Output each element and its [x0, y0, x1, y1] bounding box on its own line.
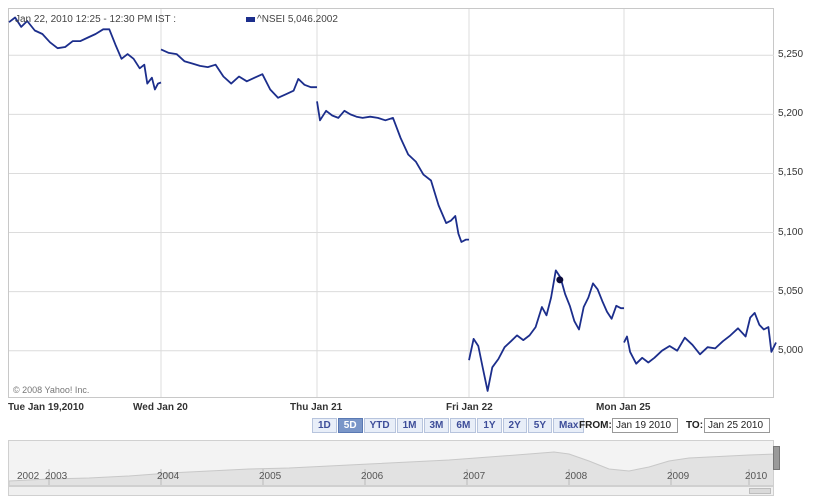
copyright: © 2008 Yahoo! Inc. [13, 385, 90, 395]
line-layer [8, 16, 777, 392]
navigator-year-label: 2004 [157, 471, 180, 482]
navigator-chart [9, 451, 773, 485]
series-line-segment [160, 48, 317, 99]
y-tick-label: 5,250 [778, 49, 804, 61]
navigator-year-label: 2005 [259, 471, 282, 482]
series-line-segment [8, 16, 162, 91]
marker-layer [556, 276, 564, 284]
to-date-input[interactable] [704, 418, 770, 433]
x-tick-label: Thu Jan 21 [290, 402, 343, 413]
x-tick-label: Mon Jan 25 [596, 402, 651, 413]
range-button-5d[interactable]: 5D [337, 418, 363, 433]
range-selector: 1D 5D YTD 1M 3M 6M 1Y 2Y 5Y Max [312, 418, 585, 433]
series-line-segment [468, 269, 624, 392]
price-chart [8, 9, 777, 397]
from-date-input[interactable] [612, 418, 678, 433]
y-tick-label: 5,150 [778, 167, 804, 179]
navigator-handle[interactable] [773, 446, 780, 470]
series-line-segment [316, 101, 469, 243]
from-label: FROM: [579, 420, 612, 431]
x-tick-label: Wed Jan 20 [133, 402, 188, 413]
range-button-6m[interactable]: 6M [450, 418, 477, 433]
chart-frame [8, 8, 774, 398]
range-button-2y[interactable]: 2Y [502, 418, 527, 433]
navigator-year-label: 2002 [17, 471, 40, 482]
range-button-max[interactable]: Max [553, 418, 585, 433]
navigator-year-label: 2007 [463, 471, 486, 482]
navigator-year-label: 2008 [565, 471, 588, 482]
y-tick-label: 5,100 [778, 226, 804, 238]
scrollbar-thumb[interactable] [749, 488, 771, 494]
legend-symbol: ^NSEI [257, 14, 286, 25]
range-button-1y[interactable]: 1Y [477, 418, 502, 433]
y-tick-label: 5,200 [778, 108, 804, 120]
legend-value: 5,046.2002 [287, 14, 338, 25]
navigator-year-label: 2003 [45, 471, 68, 482]
navigator-year-label: 2010 [745, 471, 768, 482]
y-tick-label: 5,050 [778, 285, 804, 297]
series-line-segment [623, 311, 777, 365]
range-button-ytd[interactable]: YTD [363, 418, 396, 433]
to-label: TO: [686, 420, 704, 431]
navigator-strip[interactable]: 2002 2003 2004 2005 2006 2007 2008 2009 2010 [8, 440, 774, 486]
hover-marker [556, 276, 564, 284]
x-tick-label: Tue Jan 19,2010 [8, 402, 84, 413]
range-button-1m[interactable]: 1M [396, 418, 423, 433]
y-tick-label: 5,000 [778, 344, 804, 356]
range-button-5y[interactable]: 5Y [527, 418, 553, 433]
range-button-3m[interactable]: 3M [423, 418, 450, 433]
navigator-scrollbar[interactable] [8, 486, 774, 496]
grid-layer [9, 9, 774, 397]
timestamp-label: Jan 22, 2010 12:25 - 12:30 PM IST : [15, 14, 177, 25]
legend: ^NSEI 5,046.2002 [246, 14, 338, 25]
navigator-area [9, 451, 773, 485]
range-button-1d[interactable]: 1D [312, 418, 337, 433]
legend-swatch-icon [246, 16, 255, 22]
navigator-year-label: 2009 [667, 471, 690, 482]
x-tick-label: Fri Jan 22 [446, 402, 493, 413]
navigator-year-label: 2006 [361, 471, 384, 482]
